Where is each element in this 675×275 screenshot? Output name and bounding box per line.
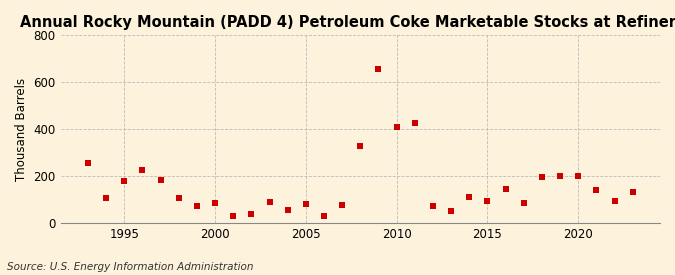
Point [464, 195, 475, 199]
Point [137, 168, 148, 172]
Point [573, 174, 584, 178]
Point [319, 214, 329, 218]
Point [410, 121, 421, 125]
Point [101, 196, 111, 200]
Point [192, 204, 202, 209]
Point [373, 67, 384, 72]
Point [300, 202, 311, 206]
Point [155, 177, 166, 182]
Point [227, 214, 238, 218]
Point [210, 201, 221, 205]
Point [482, 199, 493, 203]
Point [82, 161, 93, 165]
Point [337, 203, 348, 208]
Title: Annual Rocky Mountain (PADD 4) Petroleum Coke Marketable Stocks at Refineries: Annual Rocky Mountain (PADD 4) Petroleum… [20, 15, 675, 30]
Point [282, 208, 293, 212]
Point [392, 125, 402, 129]
Point [555, 174, 566, 178]
Point [355, 143, 366, 148]
Point [264, 200, 275, 204]
Point [610, 199, 620, 203]
Point [537, 175, 547, 179]
Point [427, 204, 438, 209]
Point [518, 201, 529, 205]
Point [446, 209, 456, 213]
Point [500, 187, 511, 191]
Point [173, 196, 184, 200]
Y-axis label: Thousand Barrels: Thousand Barrels [15, 78, 28, 181]
Point [119, 178, 130, 183]
Point [246, 211, 256, 216]
Text: Source: U.S. Energy Information Administration: Source: U.S. Energy Information Administ… [7, 262, 253, 272]
Point [591, 188, 602, 192]
Point [627, 190, 638, 195]
